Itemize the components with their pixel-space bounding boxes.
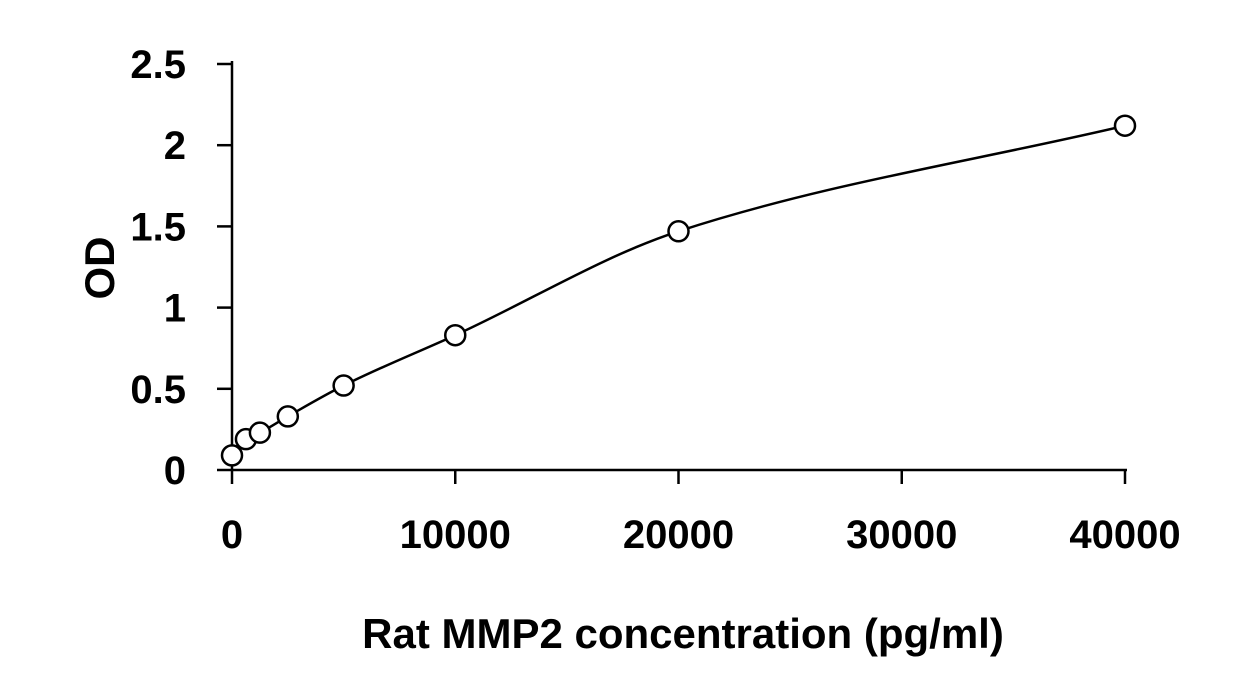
data-point [276,405,300,428]
data-point [248,421,272,444]
x-axis-title: Rat MMP2 concentration (pg/ml) [362,610,1004,657]
x-tick-label: 20000 [623,513,734,557]
data-point [667,220,690,243]
y-axis-title: OD [76,237,123,300]
data-point [1113,114,1137,137]
y-tick-label: 1.5 [130,205,186,249]
data-points [220,114,1137,467]
data-point [444,323,467,347]
tick-labels: 0 0.5 1 1.5 2 2.5 0 10000 20000 30000 40000 [130,43,1180,557]
y-tick-label: 2 [164,124,186,168]
data-point [332,374,355,397]
y-tick-label: 2.5 [130,43,186,87]
x-tick-label: 30000 [846,513,957,557]
y-tick-label: 1 [164,287,186,331]
x-tick-label: 0 [221,513,243,557]
tick-marks [217,62,1127,484]
data-point [220,444,244,467]
x-tick-label: 10000 [400,513,511,557]
y-tick-label: 0.5 [130,368,186,412]
x-tick-label: 40000 [1069,513,1180,557]
y-tick-label: 0 [164,449,186,493]
